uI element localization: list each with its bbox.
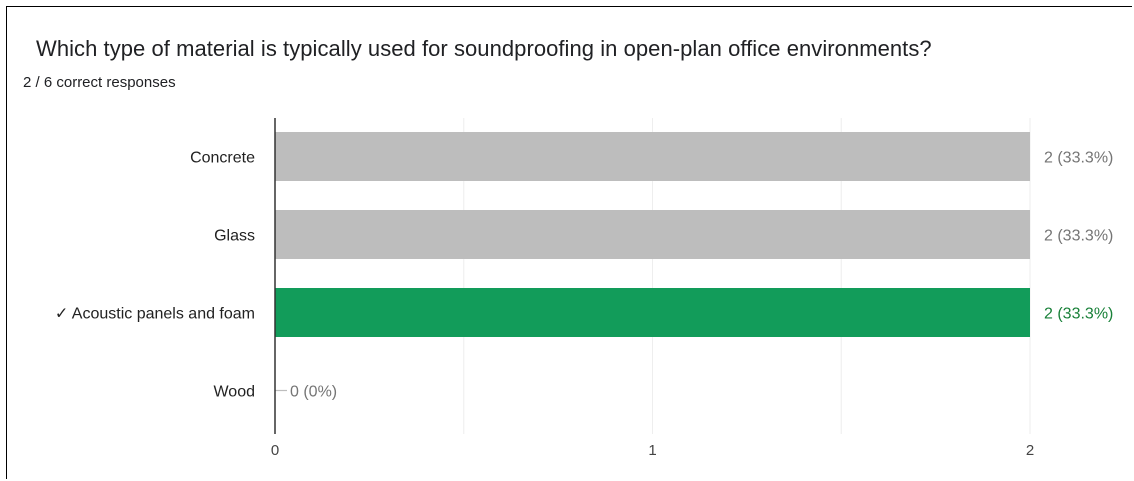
category-label: Concrete (190, 150, 255, 167)
x-tick-label: 1 (648, 442, 656, 459)
bar (275, 132, 1030, 181)
x-tick-label: 0 (271, 442, 279, 459)
x-tick-label: 2 (1026, 442, 1034, 459)
question-title: Which type of material is typically used… (36, 36, 932, 61)
bar-correct (275, 288, 1030, 337)
value-label: 2 (33.3%) (1044, 150, 1113, 167)
value-label: 0 (0%) (290, 384, 337, 401)
category-label: ✓ Acoustic panels and foam (55, 306, 255, 323)
category-label: Wood (213, 384, 255, 401)
value-label: 2 (33.3%) (1044, 228, 1113, 245)
bar (275, 210, 1030, 259)
category-label: Glass (214, 228, 255, 245)
bars (275, 132, 1030, 392)
correct-responses-summary: 2 / 6 correct responses (23, 74, 176, 91)
labels: 0 1 2 Concrete 2 (33.3%) Glass 2 (33.3%) ✓ Acou… (55, 150, 1114, 460)
value-label: 2 (33.3%) (1044, 306, 1113, 323)
